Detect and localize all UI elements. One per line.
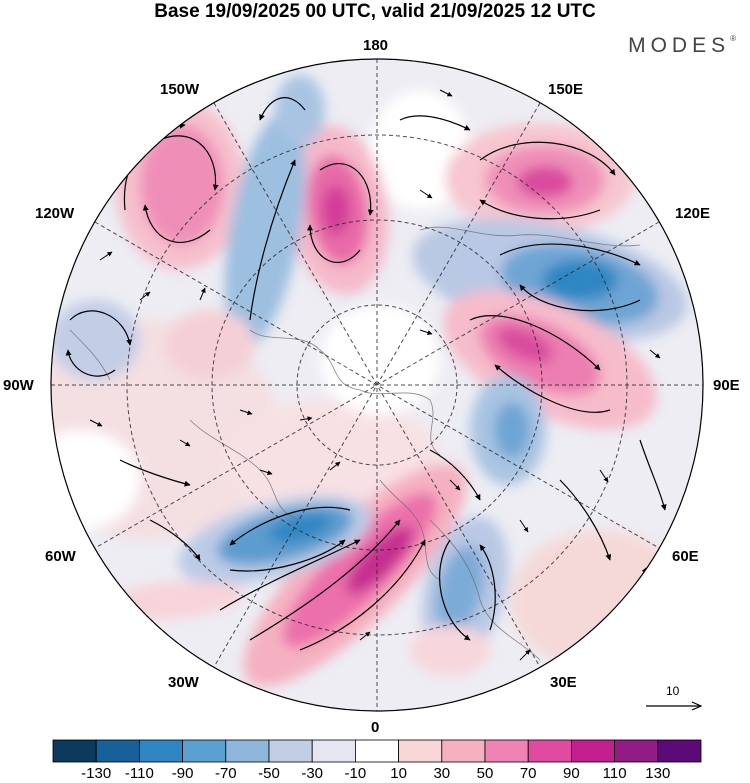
colorbar-label: 130 (645, 765, 671, 782)
lon-label-60e: 60E (672, 548, 699, 565)
graticule (51, 59, 703, 711)
lon-label-90e: 90E (713, 377, 740, 394)
colorbar-label: 70 (519, 765, 537, 782)
anomaly-center-pos-0 (243, 463, 467, 687)
anomaly-center-pos-150e (445, 123, 635, 233)
anomaly-center-neg-60w (177, 495, 373, 585)
colorbar-label: -130 (81, 765, 112, 782)
colorbar-label: -90 (171, 765, 194, 782)
colorbar-swatch (52, 739, 97, 763)
map-boundary (50, 58, 704, 712)
lon-label-90w: 90W (3, 377, 34, 394)
vector-scale-arrow (646, 701, 703, 711)
colorbar-label: 50 (476, 765, 494, 782)
colorbar-swatch (657, 739, 702, 763)
colorbar-label: -30 (301, 765, 324, 782)
lon-label-150e: 150E (548, 81, 584, 98)
vector-scale: 10 (644, 684, 704, 714)
colorbar-swatch (354, 739, 399, 763)
lon-label-180: 180 (363, 37, 389, 54)
lon-label-0: 0 (371, 719, 380, 736)
colorbar-label: 110 (602, 765, 627, 782)
map-title: Base 19/09/2025 00 UTC, valid 21/09/2025… (154, 1, 596, 22)
modes-logo: MODES® (628, 34, 736, 58)
lon-label-150w: 150W (160, 81, 200, 98)
anomaly-center-neg-60e (470, 375, 546, 485)
anomaly-center-neg-105w (51, 300, 140, 380)
colorbar-swatch (268, 739, 313, 763)
colorbar-label: -50 (258, 765, 280, 782)
coastlines (69, 226, 641, 661)
colorbar-label: -10 (344, 765, 367, 782)
colorbar-label: -110 (124, 765, 154, 782)
colorbar-swatch (614, 739, 659, 763)
colorbar-label: -70 (214, 765, 237, 782)
colorbar (52, 739, 702, 763)
anomaly-center-pos-near-180 (287, 125, 389, 295)
colorbar-label: 10 (390, 765, 407, 782)
colorbar-swatch (182, 739, 227, 763)
lon-label-120w: 120W (35, 205, 75, 222)
colorbar-swatch (311, 739, 356, 763)
colorbar-swatch (527, 739, 572, 763)
colorbar-swatch (571, 739, 616, 763)
lon-label-30w: 30W (168, 674, 199, 691)
colorbar-swatch (138, 739, 183, 763)
colorbar-label: 90 (563, 765, 580, 782)
brand-name: MODES (628, 34, 731, 57)
colorbar-label: 30 (433, 765, 451, 782)
colorbar-swatch (398, 739, 443, 763)
lon-label-30e: 30E (550, 674, 577, 691)
brand-mark: ® (730, 34, 736, 43)
colorbar-swatch (225, 739, 270, 763)
lon-label-60w: 60W (45, 548, 76, 565)
colorbar-swatch (441, 739, 486, 763)
vector-scale-label: 10 (666, 684, 680, 698)
lon-label-120e: 120E (675, 205, 711, 222)
anomaly-center-pos-90e (443, 290, 657, 430)
colorbar-swatch (484, 739, 529, 763)
wind-vectors (89, 89, 661, 661)
colorbar-swatch (95, 739, 140, 763)
